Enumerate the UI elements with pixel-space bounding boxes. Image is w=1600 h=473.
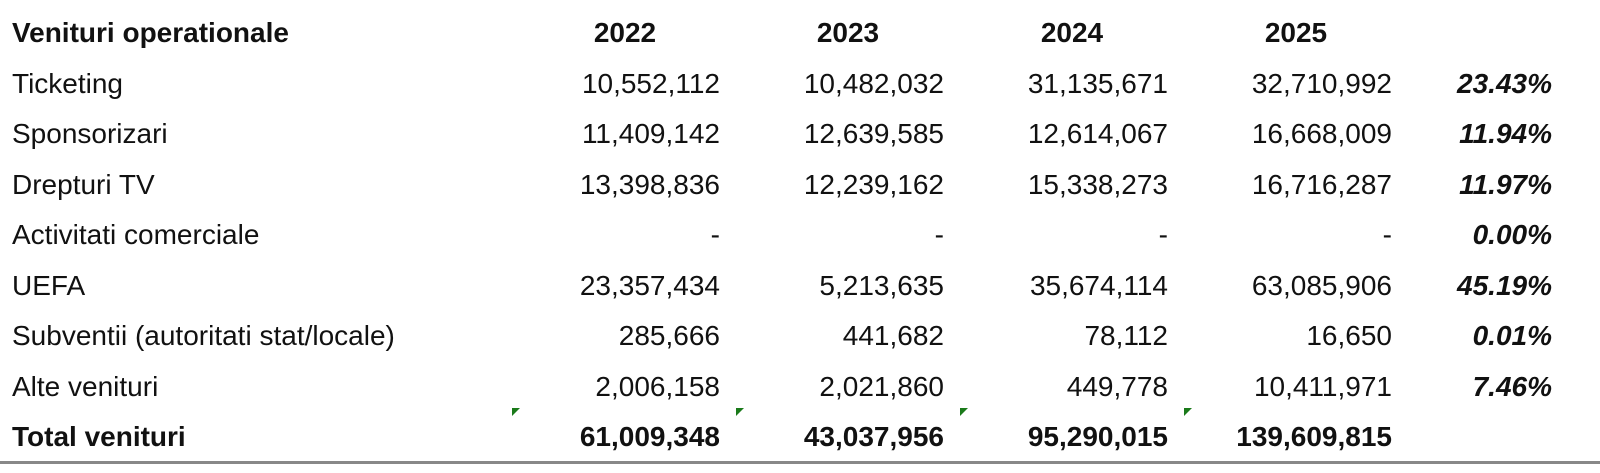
value-cell[interactable]: 10,482,032	[803, 67, 944, 99]
total-value: 95,290,015	[1027, 421, 1168, 452]
row-label[interactable]: Ticketing	[12, 67, 124, 99]
error-indicator-icon	[960, 408, 968, 416]
error-indicator-icon	[512, 408, 520, 416]
share-cell[interactable]: 7.46%	[1472, 370, 1552, 402]
value-cell[interactable]: 12,239,162	[803, 168, 944, 200]
value-cell[interactable]: 5,213,635	[819, 269, 944, 301]
total-value: 43,037,956	[803, 421, 944, 452]
total-cell[interactable]: 139,609,815	[1184, 408, 1392, 462]
value-cell[interactable]: 78,112	[1084, 320, 1168, 351]
value-cell[interactable]: 12,614,067	[1027, 118, 1168, 149]
value-cell[interactable]: 63,085,906	[1251, 269, 1392, 301]
value-cell[interactable]: 12,639,585	[803, 118, 944, 149]
row-label[interactable]: Subventii (autoritati stat/locale)	[12, 320, 395, 351]
share-cell[interactable]: 45.19%	[1457, 269, 1552, 301]
share-cell[interactable]: 11.97%	[1459, 168, 1552, 200]
total-cell[interactable]: 61,009,348	[512, 408, 720, 462]
row-label[interactable]: Sponsorizari	[12, 118, 168, 149]
value-cell[interactable]: -	[710, 219, 720, 250]
value-cell[interactable]: 16,650	[1306, 320, 1392, 351]
table-row: Drepturi TV 13,398,836 12,239,162 15,338,27…	[0, 160, 1600, 210]
value-cell[interactable]: 11,409,142	[581, 118, 720, 149]
row-label[interactable]: Alte venituri	[12, 370, 159, 402]
value-cell[interactable]: 441,682	[842, 320, 944, 351]
table-row: Ticketing 10,552,112 10,482,032 31,135,671 3…	[0, 59, 1600, 109]
total-value: 61,009,348	[579, 421, 720, 452]
table-title[interactable]: Venituri operationale	[12, 17, 289, 48]
share-cell[interactable]: 0.01%	[1472, 320, 1552, 351]
table-row: Subventii (autoritati stat/locale) 285,66…	[0, 311, 1600, 361]
bottom-border	[0, 461, 1600, 464]
value-cell[interactable]: -	[1382, 219, 1392, 250]
value-cell[interactable]: -	[934, 219, 944, 250]
row-label[interactable]: Drepturi TV	[12, 168, 155, 200]
share-cell[interactable]: 11.94%	[1459, 118, 1552, 149]
value-cell[interactable]: -	[1158, 219, 1168, 250]
row-label[interactable]: UEFA	[12, 269, 86, 301]
year-header[interactable]: 2025	[1264, 17, 1328, 48]
error-indicator-icon	[736, 408, 744, 416]
share-cell[interactable]: 0.00%	[1472, 219, 1552, 250]
value-cell[interactable]: 10,411,971	[1253, 370, 1392, 402]
row-label[interactable]: Activitati comerciale	[12, 219, 260, 250]
value-cell[interactable]: 2,021,860	[819, 370, 944, 402]
error-indicator-icon	[1184, 408, 1192, 416]
total-cell[interactable]: 95,290,015	[960, 408, 1168, 462]
total-cell[interactable]: 43,037,956	[736, 408, 944, 462]
table-row: UEFA 23,357,434 5,213,635 35,674,114 63,085,…	[0, 261, 1600, 311]
table-row: Activitati comerciale - - - - 0.00%	[0, 210, 1600, 260]
total-value: 139,609,815	[1236, 421, 1392, 452]
year-header[interactable]: 2023	[816, 17, 880, 48]
value-cell[interactable]: 10,552,112	[581, 67, 720, 99]
year-header[interactable]: 2022	[593, 17, 657, 48]
total-label[interactable]: Total venituri	[12, 421, 186, 452]
table-row: Sponsorizari 11,409,142 12,639,585 12,614,0…	[0, 109, 1600, 159]
table-row: Alte venituri 2,006,158 2,021,860 449,778 10…	[0, 362, 1600, 412]
value-cell[interactable]: 285,666	[618, 320, 720, 351]
value-cell[interactable]: 16,668,009	[1251, 118, 1392, 149]
share-cell[interactable]: 23.43%	[1457, 67, 1552, 99]
value-cell[interactable]: 23,357,434	[579, 269, 720, 301]
value-cell[interactable]: 449,778	[1066, 370, 1168, 402]
value-cell[interactable]: 31,135,671	[1027, 67, 1168, 99]
value-cell[interactable]: 13,398,836	[579, 168, 720, 200]
header-row: Venituri operationale 2022 2023 2024 2025	[0, 8, 1600, 58]
year-header[interactable]: 2024	[1040, 17, 1104, 48]
value-cell[interactable]: 16,716,287	[1251, 168, 1392, 200]
value-cell[interactable]: 15,338,273	[1027, 168, 1168, 200]
value-cell[interactable]: 32,710,992	[1251, 67, 1392, 99]
value-cell[interactable]: 35,674,114	[1029, 269, 1168, 301]
total-row: Total venituri 61,009,348 43,037,956 95,290…	[0, 408, 1600, 462]
value-cell[interactable]: 2,006,158	[595, 370, 720, 402]
